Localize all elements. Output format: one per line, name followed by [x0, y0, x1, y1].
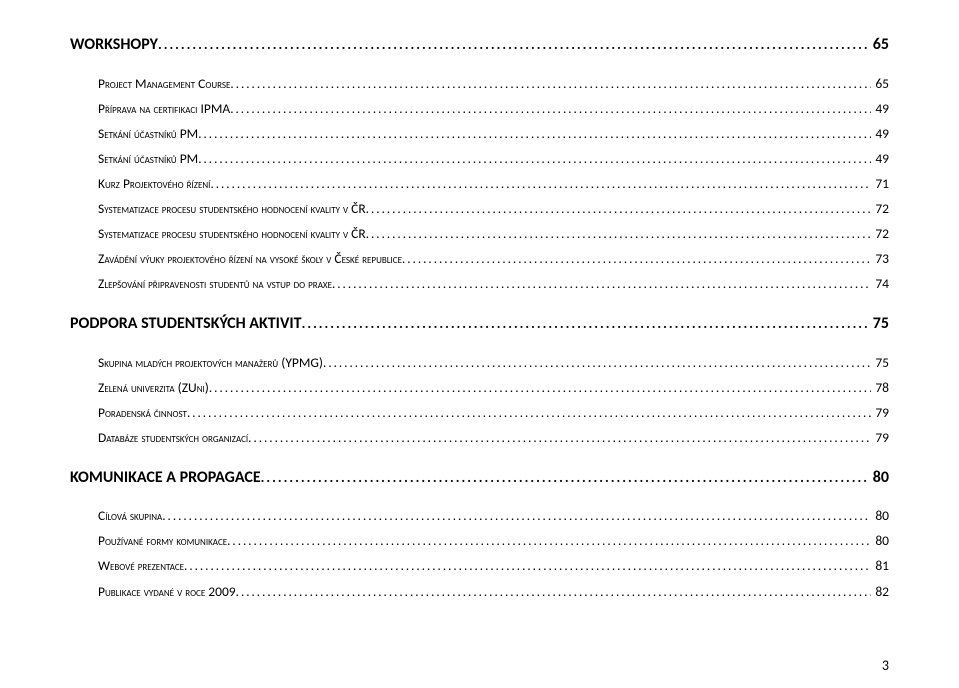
- toc-entry-page: 72: [871, 222, 889, 247]
- toc-entry-label: Příprava na certifikaci IPMA: [98, 97, 230, 122]
- toc-entry-page: 80: [869, 463, 889, 493]
- toc-leader-dots: [158, 30, 869, 60]
- toc-entry-label: Project Management Course: [98, 72, 230, 97]
- toc-entry-label: Systematizace procesu studentského hodno…: [98, 222, 366, 247]
- toc-entry-level2: Skupina mladých projektových manažerů (Y…: [70, 351, 889, 376]
- toc-entry-level2: Systematizace procesu studentského hodno…: [70, 222, 889, 247]
- toc-entry-level2: Publikace vydané v roce 2009 82: [70, 580, 889, 605]
- toc-leader-dots: [198, 122, 871, 147]
- toc-entry-level1: PODPORA STUDENTSKÝCH AKTIVIT 75: [70, 309, 889, 339]
- toc-entry-level2: Project Management Course 65: [70, 72, 889, 97]
- toc-entry-page: 74: [871, 272, 889, 297]
- toc-entry-page: 65: [869, 30, 889, 60]
- table-of-contents: WORKSHOPY65Project Management Course65Př…: [70, 30, 889, 605]
- toc-entry-label: WORKSHOPY: [70, 30, 158, 60]
- toc-entry-page: 73: [871, 247, 889, 272]
- toc-entry-page: 80: [871, 529, 889, 554]
- toc-entry-page: 49: [871, 97, 889, 122]
- toc-entry-label: Webové prezentace: [98, 554, 184, 579]
- toc-entry-level2: Webové prezentace 81: [70, 554, 889, 579]
- toc-entry-level2: Setkání účastníků PM 49: [70, 122, 889, 147]
- toc-leader-dots: [227, 529, 871, 554]
- toc-entry-level2: Zavádění výuky projektového řízení na vy…: [70, 247, 889, 272]
- toc-leader-dots: [248, 426, 871, 451]
- toc-leader-dots: [210, 172, 871, 197]
- toc-entry-page: 79: [871, 401, 889, 426]
- toc-entry-page: 75: [869, 309, 889, 339]
- toc-entry-page: 81: [871, 554, 889, 579]
- toc-entry-level2: Zlepšování připravenosti studentů na vst…: [70, 272, 889, 297]
- toc-entry-page: 71: [871, 172, 889, 197]
- toc-leader-dots: [402, 247, 871, 272]
- toc-entry-level1: KOMUNIKACE A PROPAGACE 80: [70, 463, 889, 493]
- toc-leader-dots: [184, 554, 871, 579]
- toc-entry-label: Skupina mladých projektových manažerů (Y…: [98, 351, 323, 376]
- toc-leader-dots: [187, 401, 871, 426]
- toc-entry-level2: Zelená univerzita (ZUni) 78: [70, 376, 889, 401]
- toc-entry-label: Zlepšování připravenosti studentů na vst…: [98, 272, 332, 297]
- toc-leader-dots: [366, 222, 872, 247]
- toc-leader-dots: [230, 72, 871, 97]
- page-number: 3: [882, 657, 889, 674]
- toc-entry-label: Poradenská činnost: [98, 401, 187, 426]
- toc-leader-dots: [162, 504, 871, 529]
- toc-entry-label: Kurz Projektového řízení: [98, 172, 210, 197]
- toc-leader-dots: [302, 309, 869, 339]
- toc-entry-label: Setkání účastníků PM: [98, 147, 198, 172]
- toc-leader-dots: [366, 197, 872, 222]
- toc-entry-level2: Setkání účastníků PM 49: [70, 147, 889, 172]
- toc-entry-page: 49: [871, 147, 889, 172]
- toc-leader-dots: [209, 376, 871, 401]
- toc-entry-page: 79: [871, 426, 889, 451]
- toc-entry-label: Cílová skupina: [98, 504, 162, 529]
- toc-leader-dots: [230, 97, 871, 122]
- toc-entry-label: Zelená univerzita (ZUni): [98, 376, 209, 401]
- toc-entry-label: Setkání účastníků PM: [98, 122, 198, 147]
- toc-entry-label: Databáze studentských organizací: [98, 426, 248, 451]
- toc-entry-page: 49: [871, 122, 889, 147]
- toc-entry-level2: Systematizace procesu studentského hodno…: [70, 197, 889, 222]
- toc-entry-level2: Poradenská činnost 79: [70, 401, 889, 426]
- toc-entry-level2: Kurz Projektového řízení 71: [70, 172, 889, 197]
- toc-entry-page: 75: [871, 351, 889, 376]
- toc-entry-level2: Databáze studentských organizací 79: [70, 426, 889, 451]
- toc-entry-label: Publikace vydané v roce 2009: [98, 580, 236, 605]
- toc-entry-level2: Používané formy komunikace 80: [70, 529, 889, 554]
- toc-entry-page: 80: [871, 504, 889, 529]
- toc-leader-dots: [261, 463, 869, 493]
- toc-leader-dots: [323, 351, 871, 376]
- toc-entry-level1: WORKSHOPY 65: [70, 30, 889, 60]
- toc-leader-dots: [236, 580, 872, 605]
- toc-entry-level2: Příprava na certifikaci IPMA 49: [70, 97, 889, 122]
- toc-entry-page: 72: [871, 197, 889, 222]
- toc-entry-label: Používané formy komunikace: [98, 529, 227, 554]
- toc-leader-dots: [332, 272, 871, 297]
- toc-entry-label: PODPORA STUDENTSKÝCH AKTIVIT: [70, 309, 302, 339]
- toc-entry-page: 82: [871, 580, 889, 605]
- toc-entry-label: Zavádění výuky projektového řízení na vy…: [98, 247, 402, 272]
- toc-entry-label: KOMUNIKACE A PROPAGACE: [70, 463, 261, 493]
- toc-leader-dots: [198, 147, 871, 172]
- toc-entry-page: 78: [871, 376, 889, 401]
- toc-entry-label: Systematizace procesu studentského hodno…: [98, 197, 366, 222]
- toc-entry-page: 65: [871, 72, 889, 97]
- toc-entry-level2: Cílová skupina 80: [70, 504, 889, 529]
